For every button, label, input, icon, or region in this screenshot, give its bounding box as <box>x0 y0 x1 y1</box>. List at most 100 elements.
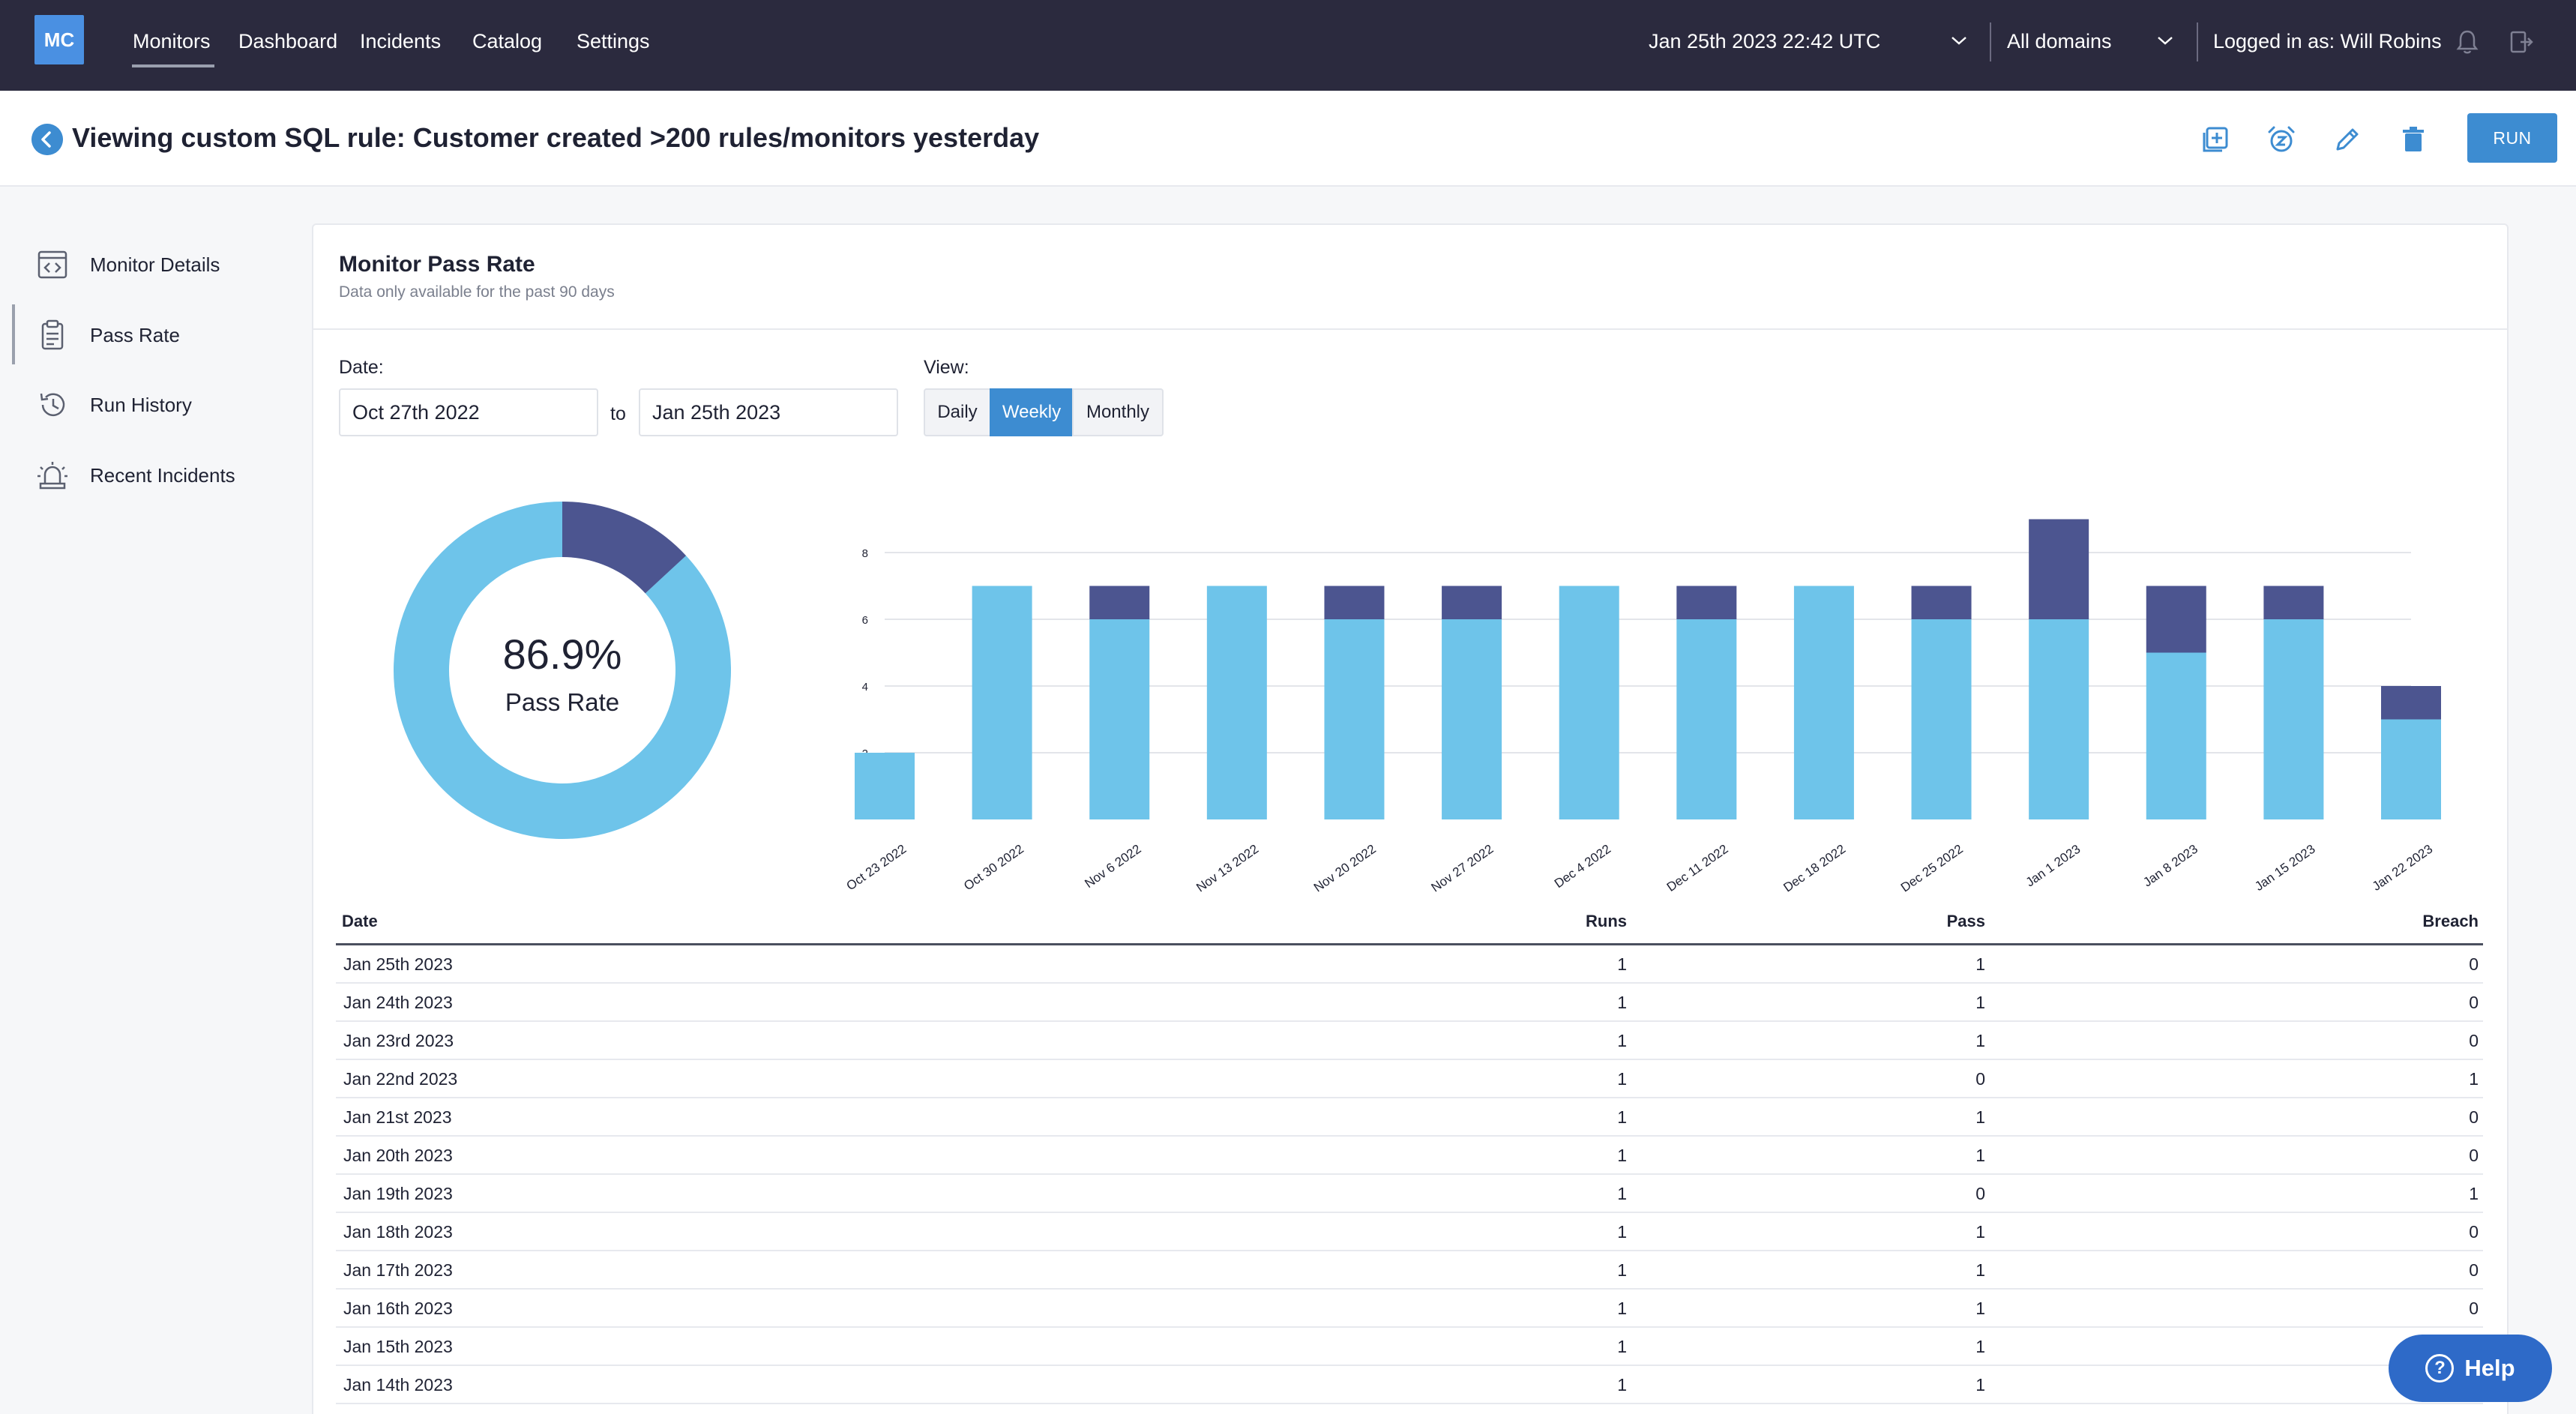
date-from-input[interactable] <box>339 388 598 436</box>
view-monthly-toggle[interactable]: Monthly <box>1072 388 1164 436</box>
cell-runs: 1 <box>1617 1107 1627 1127</box>
table-row: Jan 19th 2023 1 0 1 <box>336 1175 2483 1213</box>
sidebar-item-monitor-details[interactable]: Monitor Details <box>0 234 300 294</box>
cell-date: Jan 22nd 2023 <box>343 1069 458 1089</box>
cell-breach: 0 <box>2469 1222 2479 1242</box>
table-row: Jan 18th 2023 1 1 0 <box>336 1213 2483 1251</box>
snooze-alarm-icon[interactable] <box>2266 124 2297 155</box>
nav-divider <box>2197 22 2198 61</box>
table-header-runs: Runs <box>1586 912 1627 930</box>
cell-breach: 1 <box>2469 1184 2479 1203</box>
help-button[interactable]: ? Help <box>2389 1335 2552 1402</box>
edit-pencil-icon[interactable] <box>2332 124 2363 155</box>
pass-rate-donut <box>394 502 731 839</box>
card-header: Monitor Pass Rate Data only available fo… <box>313 225 2507 330</box>
table-row: Jan 20th 2023 1 1 0 <box>336 1137 2483 1175</box>
pass-rate-value: 86.9% <box>502 631 622 678</box>
view-label: View: <box>924 357 969 378</box>
sidebar-item-label: Run History <box>90 394 192 416</box>
donut-breach-segment <box>394 502 731 839</box>
cell-pass: 0 <box>1975 1184 1985 1203</box>
cell-date: Jan 19th 2023 <box>343 1184 453 1203</box>
code-window-icon <box>37 250 67 279</box>
view-daily-toggle[interactable]: Daily <box>924 388 991 436</box>
cell-runs: 1 <box>1617 993 1627 1012</box>
cell-runs: 1 <box>1617 1222 1627 1242</box>
cell-date: Jan 18th 2023 <box>343 1222 453 1242</box>
cell-runs: 1 <box>1617 1260 1627 1280</box>
page-title: Viewing custom SQL rule: Customer create… <box>72 122 1040 153</box>
date-label: Date: <box>339 357 384 378</box>
cell-pass: 1 <box>1975 1146 1985 1165</box>
alarm-light-icon <box>37 462 67 490</box>
nav-catalog[interactable]: Catalog <box>472 30 543 52</box>
bell-icon[interactable] <box>2455 28 2480 55</box>
cell-date: Jan 23rd 2023 <box>343 1031 454 1050</box>
pass-rate-caption: Pass Rate <box>505 688 620 716</box>
run-button[interactable]: RUN <box>2467 113 2557 163</box>
sidebar-item-label: Monitor Details <box>90 253 220 276</box>
table-row: Jan 21st 2023 1 1 0 <box>336 1098 2483 1137</box>
table-row: Jan 23rd 2023 1 1 0 <box>336 1022 2483 1060</box>
cell-runs: 1 <box>1617 1184 1627 1203</box>
page-header: Viewing custom SQL rule: Customer create… <box>0 91 2576 187</box>
sidebar-item-recent-incidents[interactable]: Recent Incidents <box>0 445 300 505</box>
cell-date: Jan 20th 2023 <box>343 1146 453 1165</box>
logo[interactable]: MC <box>34 15 84 64</box>
sidebar-active-indicator <box>12 304 15 364</box>
sidebar-item-pass-rate[interactable]: Pass Rate <box>0 304 300 364</box>
cell-date: Jan 25th 2023 <box>343 954 453 974</box>
nav-incidents[interactable]: Incidents <box>360 30 442 52</box>
cell-date: Jan 21st 2023 <box>343 1107 452 1127</box>
table-row: Jan 17th 2023 1 1 0 <box>336 1251 2483 1290</box>
add-to-dashboard-icon[interactable] <box>2200 124 2231 155</box>
nav-divider <box>1990 22 1991 61</box>
cell-date: Jan 17th 2023 <box>343 1260 453 1280</box>
date-to-input[interactable] <box>639 388 898 436</box>
table-row: Jan 22nd 2023 1 0 1 <box>336 1060 2483 1098</box>
cell-runs: 1 <box>1617 1337 1627 1356</box>
cell-runs: 1 <box>1617 1069 1627 1089</box>
cell-runs: 1 <box>1617 954 1627 974</box>
cell-breach: 0 <box>2469 954 2479 974</box>
cell-breach: 1 <box>2469 1069 2479 1089</box>
table-row: Jan 16th 2023 1 1 0 <box>336 1290 2483 1328</box>
datetime-selector[interactable]: Jan 25th 2023 22:42 UTC <box>1649 30 1881 52</box>
trash-icon[interactable] <box>2398 124 2429 155</box>
cell-pass: 1 <box>1975 1260 1985 1280</box>
domain-selector[interactable]: All domains <box>2007 30 2112 52</box>
table-header-breach: Breach <box>2422 912 2479 930</box>
pass-rate-card: Monitor Pass Rate Data only available fo… <box>312 223 2509 1414</box>
nav-monitors[interactable]: Monitors <box>133 30 211 52</box>
cell-date: Jan 15th 2023 <box>343 1337 453 1356</box>
cell-pass: 1 <box>1975 993 1985 1012</box>
table-header-pass: Pass <box>1946 912 1985 930</box>
nav-settings[interactable]: Settings <box>577 30 650 52</box>
chevron-down-icon[interactable] <box>2156 34 2174 46</box>
nav-dashboard[interactable]: Dashboard <box>238 30 338 52</box>
table-row: Jan 14th 2023 1 1 <box>336 1366 2483 1404</box>
cell-runs: 1 <box>1617 1031 1627 1050</box>
sidebar-item-run-history[interactable]: Run History <box>0 374 300 434</box>
card-title: Monitor Pass Rate <box>339 252 535 277</box>
back-icon[interactable] <box>31 124 63 155</box>
cell-pass: 1 <box>1975 1031 1985 1050</box>
sidebar-item-label: Pass Rate <box>90 324 180 346</box>
cell-pass: 1 <box>1975 1299 1985 1318</box>
sidebar-item-label: Recent Incidents <box>90 464 235 487</box>
cell-breach: 0 <box>2469 993 2479 1012</box>
cell-breach: 0 <box>2469 1260 2479 1280</box>
table-header-date: Date <box>342 912 378 930</box>
view-weekly-toggle[interactable]: Weekly <box>990 388 1074 436</box>
logged-in-user: Logged in as: Will Robins <box>2213 30 2442 52</box>
cell-breach: 0 <box>2469 1107 2479 1127</box>
logout-icon[interactable] <box>2509 28 2534 55</box>
cell-pass: 1 <box>1975 1337 1985 1356</box>
cell-date: Jan 16th 2023 <box>343 1299 453 1318</box>
chevron-down-icon[interactable] <box>1950 34 1968 46</box>
clipboard-icon <box>41 319 64 350</box>
history-icon <box>40 393 65 417</box>
table-row: Jan 25th 2023 1 1 0 <box>336 945 2483 984</box>
cell-runs: 1 <box>1617 1375 1627 1395</box>
cell-pass: 0 <box>1975 1069 1985 1089</box>
